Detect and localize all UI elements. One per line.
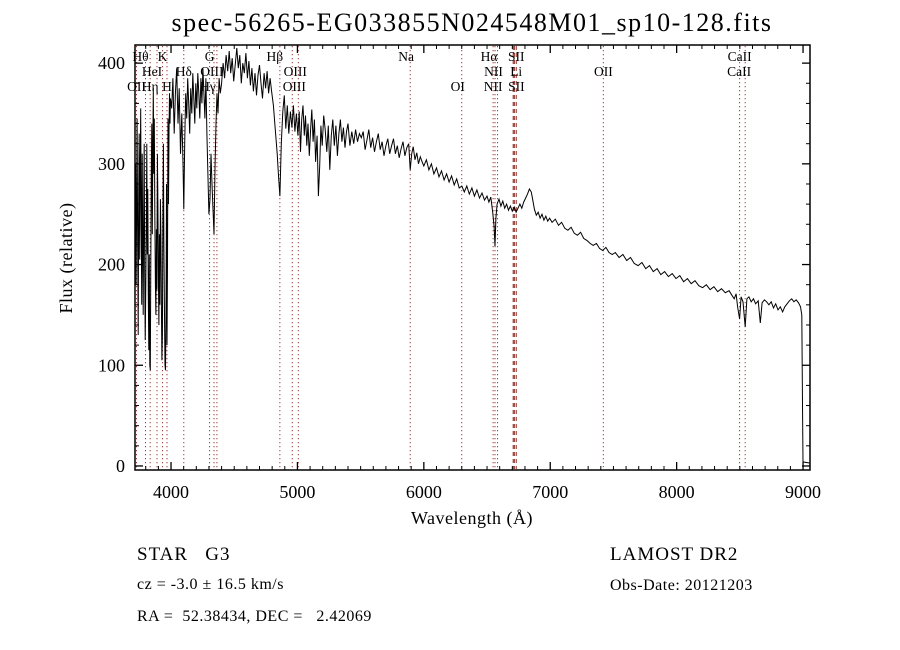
spectral-line-label: G — [205, 49, 215, 64]
plot-frame — [134, 44, 811, 471]
y-tick-label: 400 — [98, 53, 125, 73]
spectral-line-label: Hα — [481, 49, 498, 64]
x-axis-title: Wavelength (Å) — [411, 508, 533, 529]
spectral-line-label: OII — [594, 64, 613, 79]
spectral-line-label: Hθ — [132, 49, 148, 64]
spectrum-line — [134, 47, 810, 464]
x-tick-label: 8000 — [659, 482, 695, 502]
spectral-line-label: NII — [484, 79, 503, 94]
x-tick-label: 5000 — [279, 482, 315, 502]
cz-value: cz = -3.0 ± 16.5 km/s — [137, 576, 284, 593]
spectral-line-label: OII — [127, 79, 146, 94]
radec-value: RA = 52.38434, DEC = 2.42069 — [137, 608, 372, 625]
y-tick-label: 100 — [98, 355, 125, 375]
spectral-line-label: Hβ — [267, 49, 284, 64]
spectral-line-label: SII — [508, 79, 525, 94]
spectral-line-label: Hδ — [176, 64, 192, 79]
spectral-line-label: HeI — [142, 64, 163, 79]
spectral-line-label: OIII — [200, 64, 224, 79]
survey-label: LAMOST DR2 — [610, 544, 739, 565]
spectral-line-label: Na — [398, 49, 414, 64]
y-tick-label: 0 — [116, 456, 125, 476]
y-axis-title: Flux (relative) — [56, 203, 77, 314]
spectral-line-label: CaII — [728, 49, 752, 64]
plot-title: spec-56265-EG033855N024548M01_sp10-128.f… — [171, 8, 772, 37]
spectral-line-label: K — [158, 49, 168, 64]
obs-date-value: Obs-Date: 20121203 — [610, 577, 753, 594]
spectral-line-label: Li — [510, 64, 522, 79]
x-tick-label: 7000 — [532, 482, 568, 502]
x-tick-label: 4000 — [153, 482, 189, 502]
y-tick-label: 200 — [98, 255, 125, 275]
x-tick-label: 6000 — [406, 482, 442, 502]
spectral-line-label: Hη — [142, 79, 159, 94]
spectral-line-label: OIII — [284, 64, 308, 79]
spectral-line-label: SII — [508, 49, 525, 64]
spectral-line-label: CaII — [727, 64, 751, 79]
spectral-line-label: OIII — [283, 79, 307, 94]
spectral-line-label: OI — [451, 79, 466, 94]
object-class-label: STAR G3 — [137, 544, 231, 565]
y-tick-label: 300 — [98, 154, 125, 174]
spectral-line-label: NII — [484, 64, 503, 79]
spectral-line-label: H — [162, 79, 172, 94]
x-tick-label: 9000 — [785, 482, 821, 502]
